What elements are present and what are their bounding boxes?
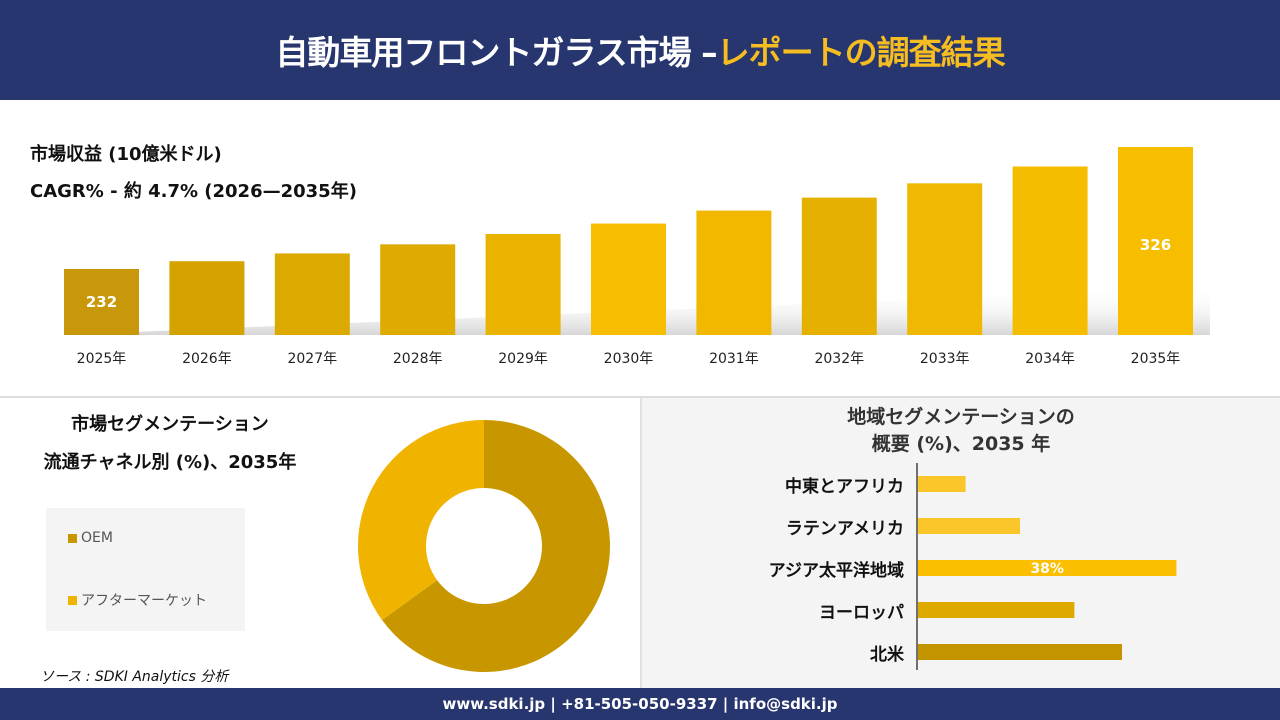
panel-separator bbox=[640, 398, 642, 688]
revenue-bar bbox=[1118, 147, 1193, 335]
legend-swatch bbox=[68, 595, 77, 605]
legend-item-oem: OEM bbox=[68, 530, 113, 546]
x-tick-label: 2027年 bbox=[287, 351, 337, 367]
footer-contact: www.sdki.jp | +81-505-050-9337 | info@sd… bbox=[0, 688, 1280, 720]
region-segment-panel: 地域セグメンテーションの 概要 (%)、2035 年 中東とアフリカ ラテンアメリ… bbox=[642, 398, 1280, 688]
x-tick-label: 2032年 bbox=[814, 351, 864, 367]
region-label: ヨーロッパ bbox=[819, 603, 904, 623]
revenue-bar bbox=[1012, 166, 1088, 335]
data-label: 38% bbox=[1030, 561, 1064, 577]
revenue-bar bbox=[274, 253, 350, 335]
divider bbox=[0, 396, 1280, 398]
data-label: 326 bbox=[1140, 236, 1171, 254]
source-note: ソース : SDKI Analytics 分析 bbox=[40, 669, 229, 685]
region-bar bbox=[918, 476, 966, 492]
region-bar bbox=[918, 644, 1122, 660]
region-bar bbox=[918, 602, 1075, 618]
x-tick-label: 2035年 bbox=[1131, 351, 1181, 367]
revenue-bar-chart: 2025年 232 2026年 2027年 2028年 2029年 2030年 2031年 20… bbox=[60, 147, 1210, 367]
legend-label: アフターマーケット bbox=[81, 593, 207, 609]
channel-segment-panel: 市場セグメンテーション 流通チャネル別 (%)、2035年 OEM アフターマー… bbox=[0, 398, 640, 688]
x-tick-label: 2030年 bbox=[604, 351, 654, 367]
x-tick-label: 2028年 bbox=[393, 351, 443, 367]
x-tick-label: 2034年 bbox=[1025, 351, 1075, 367]
revenue-bar bbox=[696, 210, 772, 335]
header-title-highlight: レポートの調査結果 bbox=[716, 33, 1006, 72]
donut-slice-oem bbox=[382, 420, 610, 672]
region-title-line1: 地域セグメンテーションの bbox=[847, 406, 1075, 428]
revenue-bar bbox=[591, 223, 666, 335]
region-bar bbox=[918, 518, 1020, 534]
legend-item-aftermarket: アフターマーケット bbox=[68, 590, 207, 610]
region-label: 中東とアフリカ bbox=[785, 477, 904, 497]
revenue-bar bbox=[169, 261, 245, 335]
region-bar bbox=[918, 560, 1177, 576]
channel-title-line1: 市場セグメンテーション bbox=[71, 414, 269, 435]
revenue-bar bbox=[64, 269, 139, 335]
donut-slice-aftermarket bbox=[358, 420, 484, 621]
x-tick-label: 2029年 bbox=[498, 351, 548, 367]
legend-label: OEM bbox=[81, 530, 113, 546]
region-label: ラテンアメリカ bbox=[785, 519, 904, 539]
donut-legend: OEM アフターマーケット bbox=[46, 508, 245, 631]
data-label: 232 bbox=[86, 293, 117, 311]
cagr-label: CAGR% - 約 4.7% (2026—2035年) bbox=[30, 181, 357, 202]
x-tick-label: 2026年 bbox=[182, 351, 232, 367]
region-label: 北米 bbox=[870, 645, 904, 665]
revenue-bar bbox=[907, 183, 983, 335]
x-tick-label: 2031年 bbox=[709, 351, 759, 367]
revenue-label: 市場収益 (10億米ドル) bbox=[30, 144, 222, 165]
x-tick-label: 2033年 bbox=[920, 351, 970, 367]
revenue-bar bbox=[485, 233, 561, 335]
region-title: 地域セグメンテーションの 概要 (%)、2035 年 bbox=[642, 404, 1280, 458]
region-title-line2: 概要 (%)、2035 年 bbox=[871, 433, 1051, 455]
channel-title-line2: 流通チャネル別 (%)、2035年 bbox=[43, 452, 297, 473]
header-title: 自動車用フロントガラス市場 – bbox=[275, 33, 717, 72]
revenue-bar bbox=[801, 197, 877, 335]
revenue-bar bbox=[380, 244, 456, 335]
region-label: アジア太平洋地域 bbox=[768, 561, 904, 581]
region-bar-chart: 38% bbox=[916, 463, 1177, 670]
channel-donut-chart bbox=[358, 420, 610, 672]
revenue-panel: 市場収益 (10億米ドル) CAGR% - 約 4.7% (2026—2035年… bbox=[0, 100, 1280, 396]
x-tick-label: 2025年 bbox=[77, 351, 127, 367]
report-header: 自動車用フロントガラス市場 – レポートの調査結果 bbox=[0, 0, 1280, 100]
legend-swatch bbox=[68, 533, 77, 543]
